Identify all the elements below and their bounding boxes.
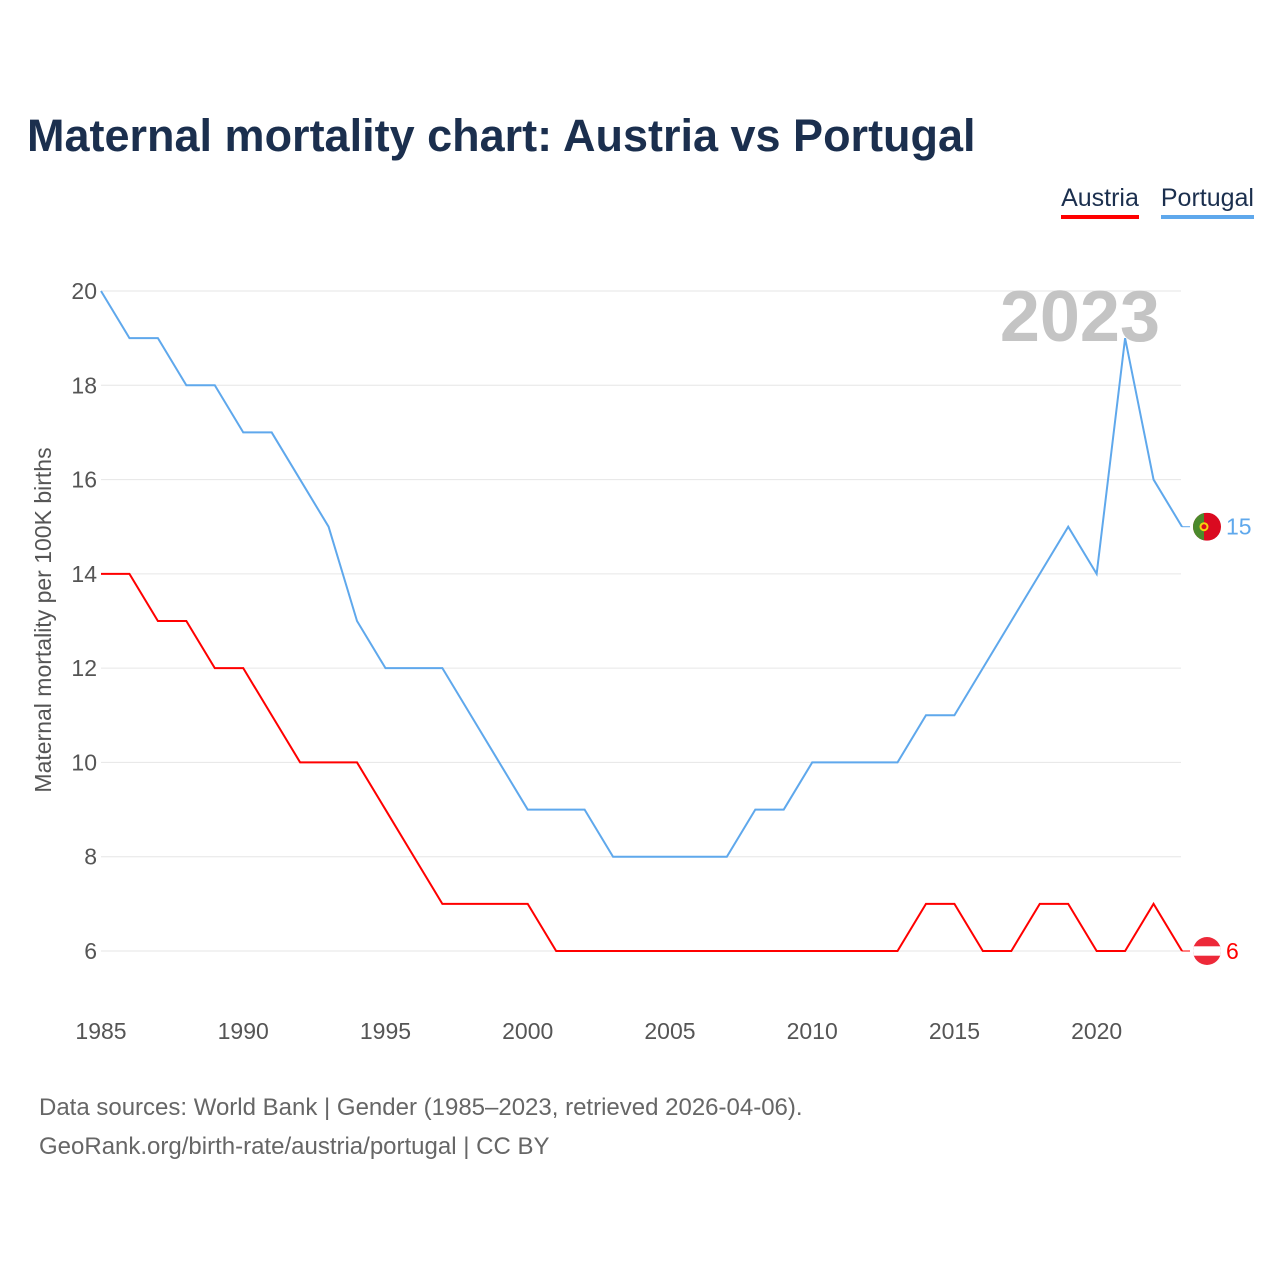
x-tick-label: 2015 [929, 1018, 980, 1044]
source-link[interactable]: GeoRank.org/birth-rate/austria/portugal … [39, 1133, 550, 1160]
legend-austria[interactable]: Austria [1061, 184, 1139, 219]
austria-flag-icon [1193, 937, 1221, 965]
x-tick-label: 1995 [360, 1018, 411, 1044]
series-line-austria[interactable] [101, 572, 1183, 952]
y-axis-label: Maternal mortality per 100K births [30, 447, 56, 792]
end-value-label: 6 [1226, 938, 1239, 964]
y-tick-label: 6 [84, 938, 97, 964]
chart-title: Maternal mortality chart: Austria vs Por… [27, 110, 976, 161]
x-tick-label: 1985 [75, 1018, 126, 1044]
year-watermark: 2023 [1000, 277, 1160, 357]
series-line-portugal[interactable] [100, 290, 1183, 858]
x-tick-label: 2020 [1071, 1018, 1122, 1044]
y-tick-label: 16 [71, 467, 97, 493]
legend-portugal[interactable]: Portugal [1160, 184, 1254, 219]
y-tick-label: 12 [71, 655, 97, 681]
x-tick-label: 2000 [502, 1018, 553, 1044]
legend: Austria Portugal [1061, 184, 1254, 219]
y-tick-label: 10 [71, 749, 97, 775]
y-tick-label: 20 [71, 278, 97, 304]
source-note: Data sources: World Bank | Gender (1985–… [39, 1094, 803, 1121]
y-tick-label: 14 [71, 561, 97, 587]
portugal-flag-icon [1193, 512, 1221, 541]
footer: Data sources: World Bank | Gender (1985–… [39, 1088, 803, 1166]
x-tick-label: 1990 [218, 1018, 269, 1044]
y-tick-label: 8 [84, 844, 97, 870]
x-tick-label: 2005 [644, 1018, 695, 1044]
y-tick-label: 18 [71, 372, 97, 398]
end-value-label: 15 [1226, 514, 1252, 540]
x-tick-label: 2010 [787, 1018, 838, 1044]
